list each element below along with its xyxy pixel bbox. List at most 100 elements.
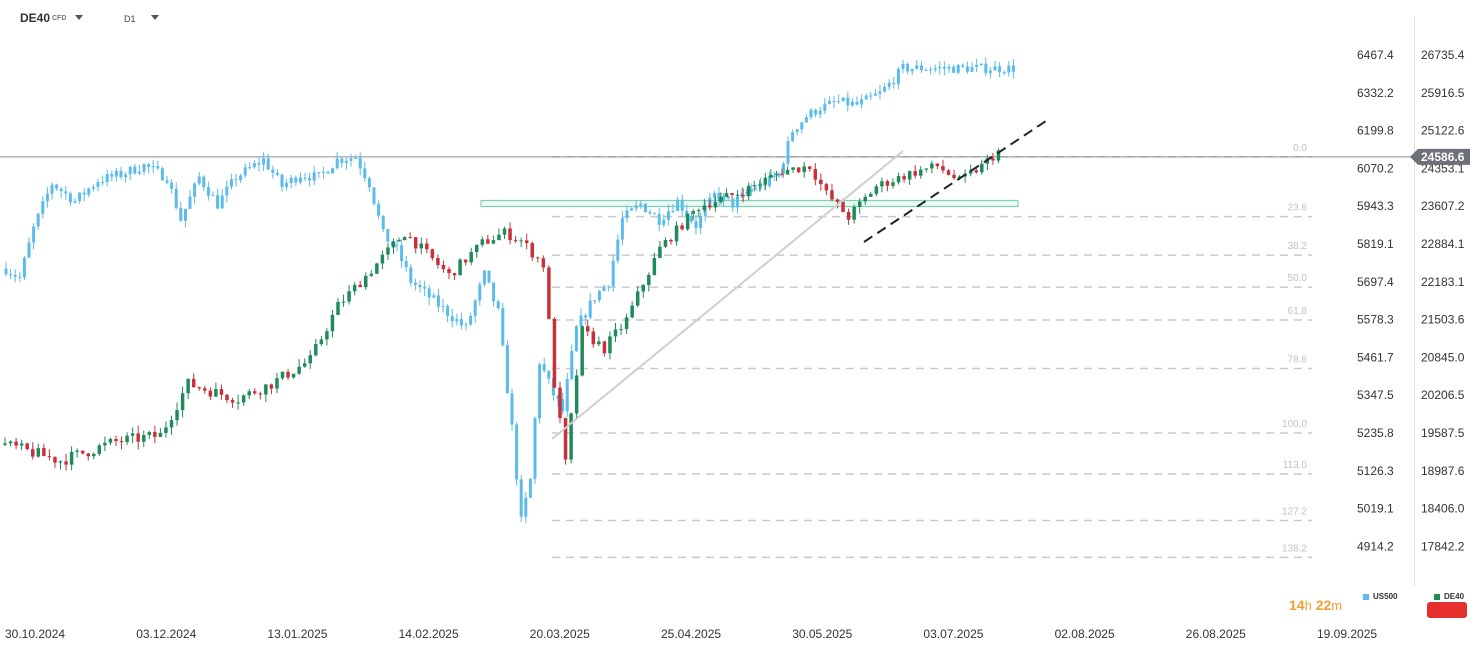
de40-candle xyxy=(524,240,529,244)
de40-candle xyxy=(264,384,268,395)
us500-candle xyxy=(326,171,330,174)
de40-candle xyxy=(214,389,218,397)
de40-candle xyxy=(602,341,607,354)
sell-button[interactable] xyxy=(1427,602,1467,618)
us500-candle xyxy=(795,129,799,133)
de40-candle xyxy=(169,420,174,428)
de40-candle xyxy=(208,390,213,397)
de40-axis-tick: 25916.5 xyxy=(1421,86,1465,100)
us500-candle xyxy=(427,288,431,298)
us500-candle xyxy=(289,177,293,184)
us500-candle xyxy=(239,175,243,181)
de40-axis-tick: 18406.0 xyxy=(1421,502,1465,516)
us500-candle xyxy=(455,319,459,322)
de40-candle xyxy=(103,442,107,446)
de40-candle xyxy=(14,441,18,446)
us500-candle xyxy=(294,177,298,183)
us500-candle xyxy=(547,370,551,379)
us500-candle xyxy=(252,163,256,168)
us500-candle xyxy=(188,196,192,209)
us500-candle xyxy=(887,82,891,87)
de40-candle xyxy=(724,193,729,197)
de40-candle xyxy=(813,168,818,180)
de40-candle xyxy=(447,269,451,274)
us500-candle xyxy=(892,82,896,85)
us500-candle xyxy=(975,64,979,67)
us500-candle xyxy=(174,188,178,209)
us500-candle xyxy=(464,324,468,326)
us500-candle xyxy=(344,160,348,163)
us500-candle xyxy=(271,169,275,173)
us500-candle xyxy=(27,242,31,258)
us500-candle xyxy=(220,195,224,209)
de40-candle xyxy=(674,225,679,242)
us500-candle xyxy=(22,257,26,278)
us500-candle xyxy=(446,306,450,317)
de40-candle xyxy=(930,163,934,169)
us500-candle xyxy=(243,167,247,176)
us500-candle xyxy=(280,174,284,187)
us500-axis-tick: 6199.8 xyxy=(1357,124,1394,138)
us500-candle xyxy=(119,170,123,178)
de40-candle xyxy=(558,387,562,419)
us500-candle xyxy=(367,178,371,188)
us500-candle xyxy=(694,221,698,229)
de40-candle xyxy=(857,201,862,207)
de40-candle xyxy=(8,441,13,444)
timeframe-dropdown-icon[interactable] xyxy=(151,15,159,20)
fib-level-label: 38.2 xyxy=(1288,241,1308,252)
de40-candle xyxy=(780,173,784,175)
legend-de40[interactable]: DE40 xyxy=(1434,592,1464,601)
us500-candle xyxy=(225,186,229,196)
us500-candle xyxy=(418,285,422,288)
us500-candle xyxy=(441,306,445,308)
us500-candle xyxy=(745,192,749,194)
x-axis-tick: 13.01.2025 xyxy=(267,627,327,641)
us500-axis-tick: 4914.2 xyxy=(1357,539,1394,553)
us500-candle xyxy=(303,177,307,179)
symbol-dropdown-icon[interactable] xyxy=(75,15,83,20)
de40-candle xyxy=(302,363,307,367)
de40-candle xyxy=(486,239,490,244)
de40-candle xyxy=(314,344,318,356)
us500-candle xyxy=(814,109,818,115)
current-price-tag xyxy=(1410,148,1470,165)
de40-axis-tick: 21503.6 xyxy=(1421,313,1465,327)
us500-candle xyxy=(1007,65,1011,73)
us500-candle xyxy=(64,191,68,194)
us500-candle xyxy=(395,245,399,247)
legend-us500[interactable]: US500 xyxy=(1363,592,1397,601)
de40-candle xyxy=(719,196,723,203)
de40-axis-tick: 23607.2 xyxy=(1421,199,1465,213)
de40-candle xyxy=(147,432,152,436)
de40-candle xyxy=(441,264,446,270)
de40-candle xyxy=(874,186,879,194)
us500-candle xyxy=(809,109,813,118)
de40-candle xyxy=(541,258,546,268)
us500-candle xyxy=(133,166,137,174)
de40-candle xyxy=(203,388,207,391)
us500-candle xyxy=(602,286,606,291)
us500-candle xyxy=(620,218,624,240)
de40-candle xyxy=(47,456,52,458)
de40-candle xyxy=(130,433,135,436)
us500-candle xyxy=(685,210,689,217)
de40-candle xyxy=(652,258,657,275)
de40-candle xyxy=(919,169,923,176)
de40-candle xyxy=(880,181,884,187)
us500-candle xyxy=(492,282,496,302)
us500-candle xyxy=(59,188,63,192)
us500-candle xyxy=(404,260,408,268)
us500-candle xyxy=(165,180,169,183)
de40-candle xyxy=(830,190,834,200)
us500-candle xyxy=(137,171,141,174)
legend-de40-label: DE40 xyxy=(1444,592,1465,601)
us500-candle xyxy=(864,95,868,100)
de40-candle xyxy=(280,371,285,379)
symbol-name[interactable]: DE40 xyxy=(20,11,51,25)
us500-candle xyxy=(533,418,537,479)
de40-candle xyxy=(669,240,673,242)
timeframe-label[interactable]: D1 xyxy=(124,14,136,24)
us500-candle xyxy=(607,286,611,288)
